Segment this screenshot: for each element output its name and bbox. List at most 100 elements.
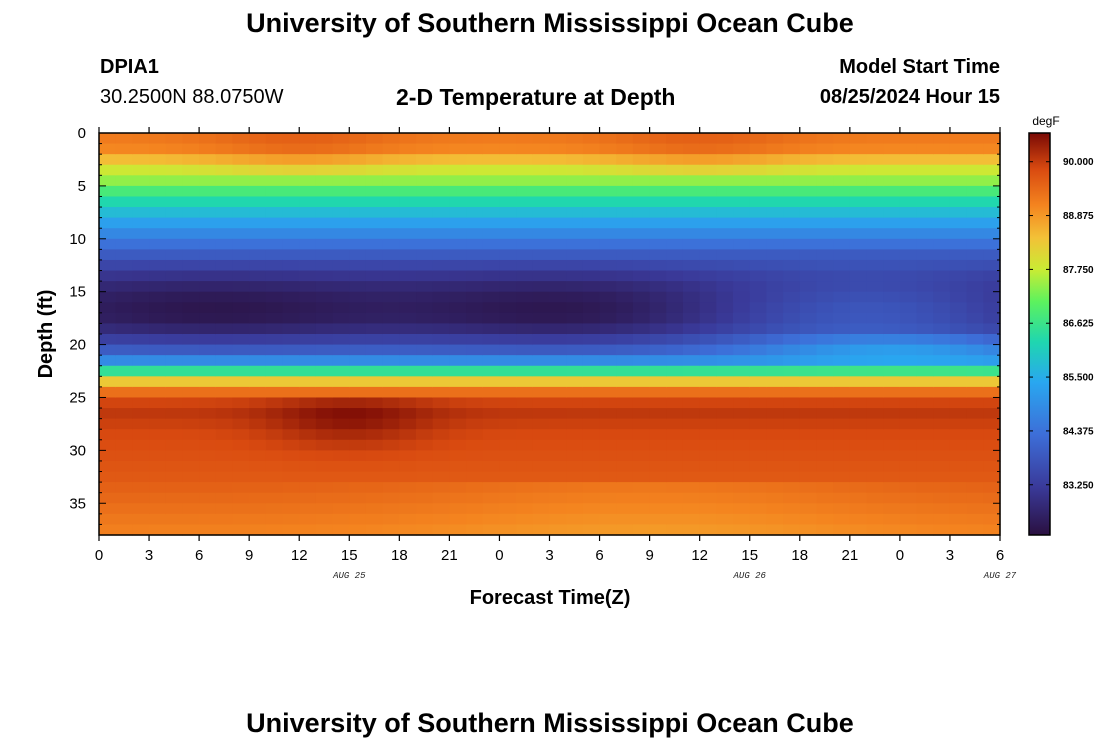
heatmap-cell	[532, 270, 551, 282]
heatmap-cell	[749, 133, 768, 145]
heatmap-cell	[933, 513, 951, 526]
heatmap-cell	[916, 355, 934, 367]
heatmap-cell	[182, 133, 200, 145]
heatmap-cell	[949, 238, 968, 250]
heatmap-cell	[682, 408, 701, 420]
heatmap-cell	[816, 450, 834, 462]
heatmap-cell	[115, 270, 133, 282]
heatmap-cell	[783, 154, 801, 166]
x-tick-label: 18	[391, 547, 408, 564]
heatmap-cell	[682, 334, 701, 346]
heatmap-cell	[649, 513, 667, 526]
heatmap-cell	[332, 217, 350, 229]
heatmap-cell	[566, 259, 584, 272]
heatmap-cell	[182, 471, 200, 483]
heatmap-cell	[382, 460, 400, 473]
heatmap-cell	[199, 344, 217, 356]
heatmap-cell	[449, 312, 467, 325]
heatmap-cell	[899, 408, 918, 420]
heatmap-cell	[883, 386, 901, 399]
heatmap-cell	[632, 365, 651, 377]
heatmap-cell	[699, 524, 717, 536]
heatmap-cell	[265, 524, 284, 536]
heatmap-cell	[432, 302, 450, 314]
heatmap-cell	[449, 376, 467, 388]
heatmap-cell	[99, 249, 117, 261]
heatmap-cell	[549, 228, 567, 240]
heatmap-cell	[416, 249, 434, 261]
heatmap-cell	[365, 259, 384, 272]
heatmap-cell	[449, 196, 467, 208]
heatmap-cell	[482, 249, 501, 261]
heatmap-cell	[532, 460, 551, 473]
heatmap-cell	[582, 524, 601, 536]
heatmap-cell	[349, 482, 367, 494]
heatmap-cell	[99, 217, 117, 229]
heatmap-cell	[315, 418, 334, 430]
heatmap-cell	[132, 429, 150, 441]
heatmap-cell	[816, 259, 834, 272]
heatmap-cell	[983, 228, 1001, 240]
heatmap-cell	[649, 492, 667, 504]
heatmap-cell	[315, 133, 334, 145]
heatmap-cell	[265, 503, 284, 515]
heatmap-cell	[599, 503, 617, 515]
heatmap-cell	[115, 143, 133, 155]
heatmap-cell	[916, 344, 934, 356]
heatmap-cell	[749, 492, 768, 504]
heatmap-cell	[666, 291, 684, 303]
heatmap-cell	[833, 524, 851, 536]
heatmap-cell	[733, 259, 751, 272]
heatmap-cell	[649, 228, 667, 240]
heatmap-cell	[933, 154, 951, 166]
heatmap-cell	[733, 175, 751, 187]
heatmap-cell	[149, 418, 167, 430]
heatmap-cell	[499, 408, 517, 420]
heatmap-cell	[232, 133, 250, 145]
heatmap-cell	[682, 492, 701, 504]
heatmap-cell	[249, 259, 267, 272]
heatmap-cell	[232, 175, 250, 187]
heatmap-cell	[265, 207, 284, 219]
heatmap-cell	[883, 418, 901, 430]
heatmap-cell	[799, 281, 818, 293]
heatmap-cell	[315, 249, 334, 261]
heatmap-cell	[499, 365, 517, 377]
heatmap-cell	[883, 439, 901, 451]
heatmap-cell	[449, 249, 467, 261]
heatmap-cell	[299, 270, 317, 282]
heatmap-cell	[749, 270, 768, 282]
heatmap-cell	[399, 175, 417, 187]
heatmap-cell	[499, 259, 517, 272]
heatmap-cell	[132, 175, 150, 187]
heatmap-cell	[916, 259, 934, 272]
heatmap-cell	[199, 355, 217, 367]
heatmap-cell	[866, 312, 884, 325]
heatmap-cell	[482, 386, 501, 399]
heatmap-cell	[99, 344, 117, 356]
heatmap-cell	[215, 238, 234, 250]
heatmap-cell	[916, 312, 934, 325]
heatmap-cell	[382, 291, 400, 303]
heatmap-cell	[365, 439, 384, 451]
heatmap-cell	[99, 207, 117, 219]
heatmap-cell	[866, 228, 884, 240]
heatmap-cell	[933, 143, 951, 155]
heatmap-cell	[866, 334, 884, 346]
heatmap-cell	[332, 154, 350, 166]
heatmap-cell	[983, 344, 1001, 356]
heatmap-cell	[315, 312, 334, 325]
heatmap-cell	[799, 228, 818, 240]
heatmap-cell	[282, 291, 300, 303]
heatmap-cell	[432, 238, 450, 250]
heatmap-cell	[749, 238, 768, 250]
heatmap-cell	[365, 270, 384, 282]
heatmap-cell	[365, 291, 384, 303]
heatmap-cell	[432, 418, 450, 430]
heatmap-cell	[265, 154, 284, 166]
heatmap-cell	[799, 471, 818, 483]
heatmap-cell	[766, 228, 784, 240]
heatmap-cell	[466, 450, 484, 462]
heatmap-cell	[566, 281, 584, 293]
heatmap-cell	[983, 524, 1001, 536]
